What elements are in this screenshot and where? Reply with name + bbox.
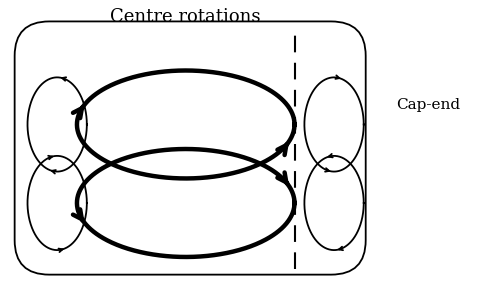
FancyBboxPatch shape [14,22,366,274]
Text: Centre rotations: Centre rotations [110,7,261,25]
Text: Cap-end: Cap-end [396,98,460,112]
